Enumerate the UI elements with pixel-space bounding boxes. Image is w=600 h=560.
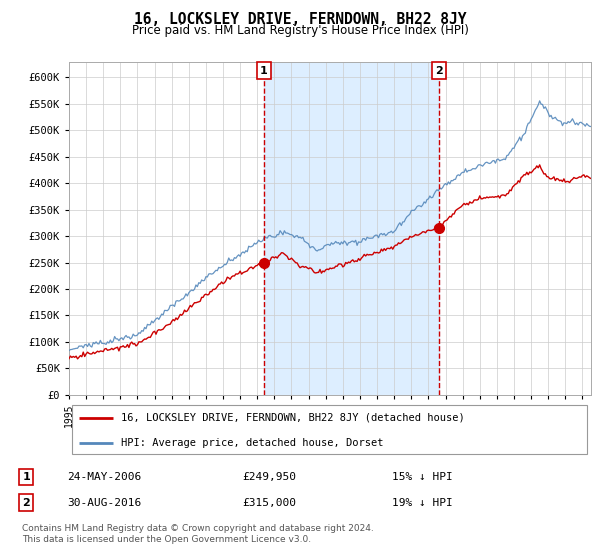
Text: 30-AUG-2016: 30-AUG-2016	[67, 498, 141, 507]
FancyBboxPatch shape	[71, 405, 587, 454]
Text: 15% ↓ HPI: 15% ↓ HPI	[392, 472, 453, 482]
Text: Price paid vs. HM Land Registry's House Price Index (HPI): Price paid vs. HM Land Registry's House …	[131, 24, 469, 37]
Text: This data is licensed under the Open Government Licence v3.0.: This data is licensed under the Open Gov…	[22, 535, 311, 544]
Text: £249,950: £249,950	[242, 472, 296, 482]
Text: HPI: Average price, detached house, Dorset: HPI: Average price, detached house, Dors…	[121, 438, 384, 448]
Text: Contains HM Land Registry data © Crown copyright and database right 2024.: Contains HM Land Registry data © Crown c…	[22, 524, 374, 533]
Text: 16, LOCKSLEY DRIVE, FERNDOWN, BH22 8JY (detached house): 16, LOCKSLEY DRIVE, FERNDOWN, BH22 8JY (…	[121, 413, 465, 423]
Text: 19% ↓ HPI: 19% ↓ HPI	[392, 498, 453, 507]
Text: £315,000: £315,000	[242, 498, 296, 507]
Text: 1: 1	[22, 472, 30, 482]
Text: 1: 1	[260, 66, 268, 76]
Bar	[263, 62, 439, 395]
Text: 16, LOCKSLEY DRIVE, FERNDOWN, BH22 8JY: 16, LOCKSLEY DRIVE, FERNDOWN, BH22 8JY	[134, 12, 466, 27]
Text: 24-MAY-2006: 24-MAY-2006	[67, 472, 141, 482]
Text: 2: 2	[22, 498, 30, 507]
Text: 2: 2	[435, 66, 443, 76]
